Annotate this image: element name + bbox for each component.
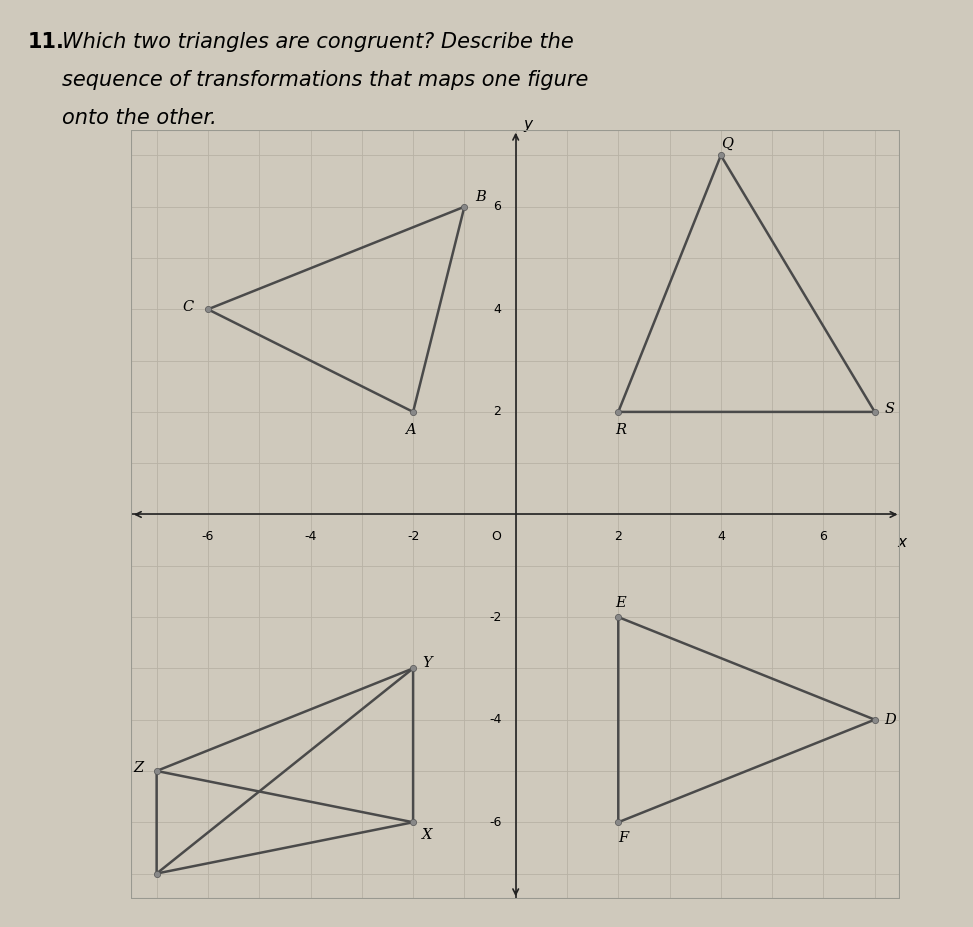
Text: x: x <box>898 535 907 550</box>
Text: -4: -4 <box>305 530 316 543</box>
Text: 4: 4 <box>717 530 725 543</box>
Text: S: S <box>884 402 894 416</box>
Text: 2: 2 <box>493 405 501 418</box>
Text: Z: Z <box>133 761 144 775</box>
Text: Y: Y <box>422 656 432 670</box>
Text: C: C <box>183 299 194 313</box>
Text: 4: 4 <box>493 303 501 316</box>
Text: A: A <box>405 423 415 437</box>
Text: Q: Q <box>721 137 733 151</box>
Text: E: E <box>616 596 627 610</box>
Text: 6: 6 <box>819 530 827 543</box>
Text: O: O <box>491 530 501 543</box>
Text: -2: -2 <box>489 611 501 624</box>
Text: -4: -4 <box>489 713 501 726</box>
Text: X: X <box>422 828 433 842</box>
Text: onto the other.: onto the other. <box>62 108 217 128</box>
Text: 11.: 11. <box>28 32 65 52</box>
Text: sequence of transformations that maps one figure: sequence of transformations that maps on… <box>62 70 589 90</box>
Text: -6: -6 <box>201 530 214 543</box>
Text: 2: 2 <box>614 530 622 543</box>
Text: Which two triangles are congruent? Describe the: Which two triangles are congruent? Descr… <box>62 32 574 52</box>
Text: y: y <box>523 118 532 133</box>
Text: D: D <box>884 713 896 727</box>
Text: -6: -6 <box>489 816 501 829</box>
Text: -2: -2 <box>407 530 419 543</box>
Text: F: F <box>619 831 629 844</box>
Text: B: B <box>476 190 486 205</box>
Text: R: R <box>615 423 627 437</box>
Text: 6: 6 <box>493 200 501 213</box>
